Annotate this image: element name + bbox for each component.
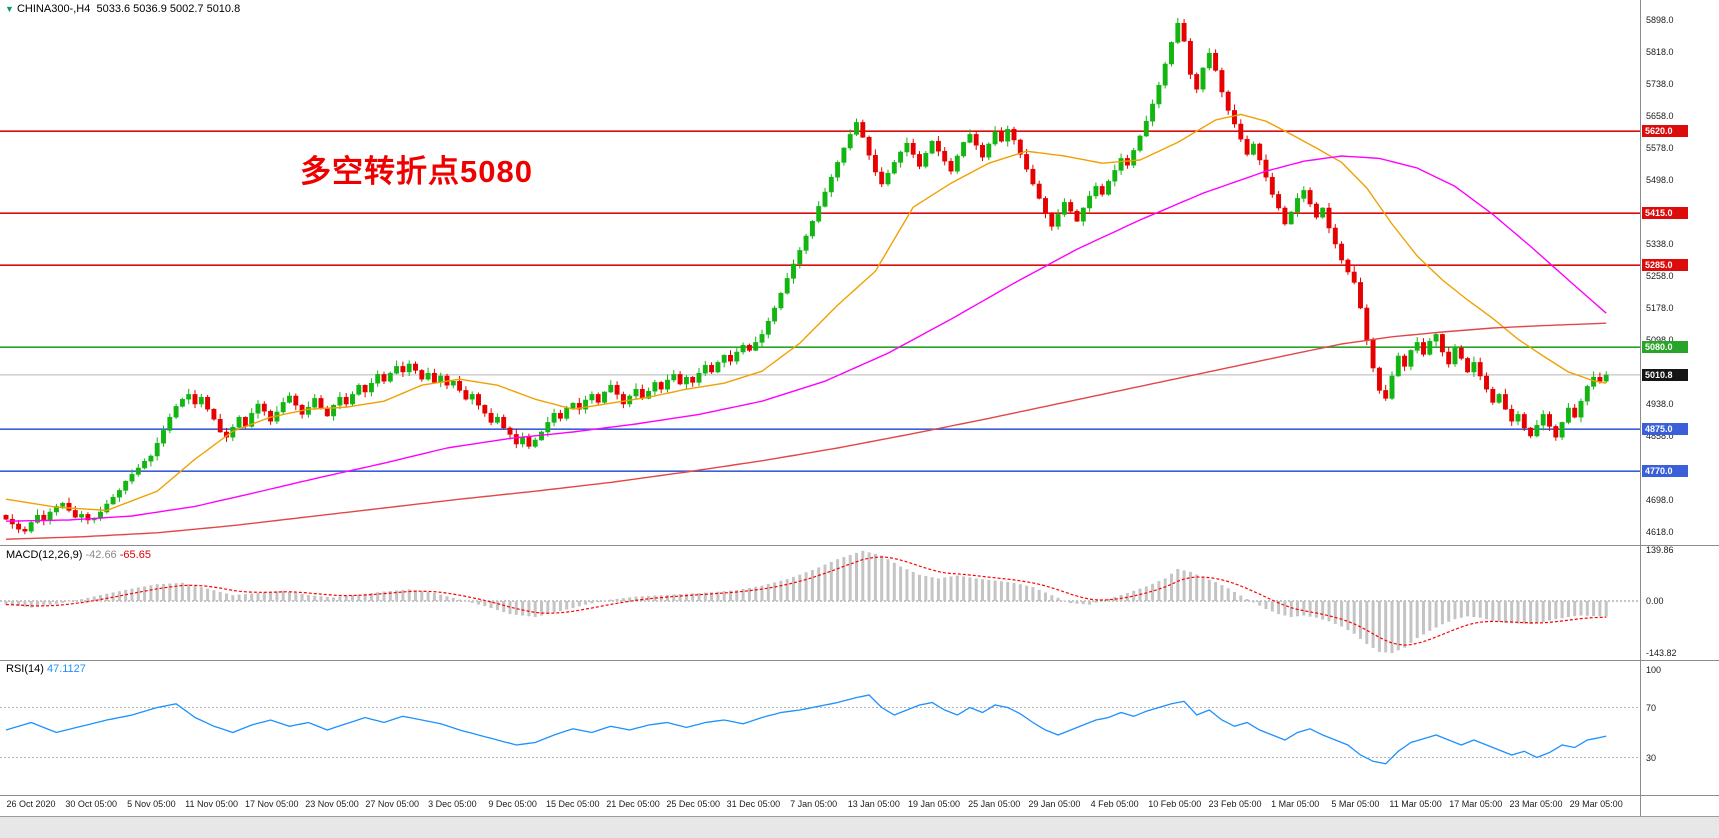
ma-mid-magenta <box>5 155 1607 522</box>
rsi-line <box>5 694 1607 765</box>
macd-signal-line <box>5 556 1607 646</box>
ma-fast-orange <box>5 113 1607 512</box>
rsi-panel[interactable] <box>0 694 1640 765</box>
chart-canvas[interactable] <box>0 0 1719 816</box>
bottom-bar <box>0 816 1719 838</box>
ma-slow-red <box>5 322 1607 540</box>
price-panel[interactable] <box>0 17 1640 540</box>
macd-panel[interactable] <box>0 550 1640 654</box>
